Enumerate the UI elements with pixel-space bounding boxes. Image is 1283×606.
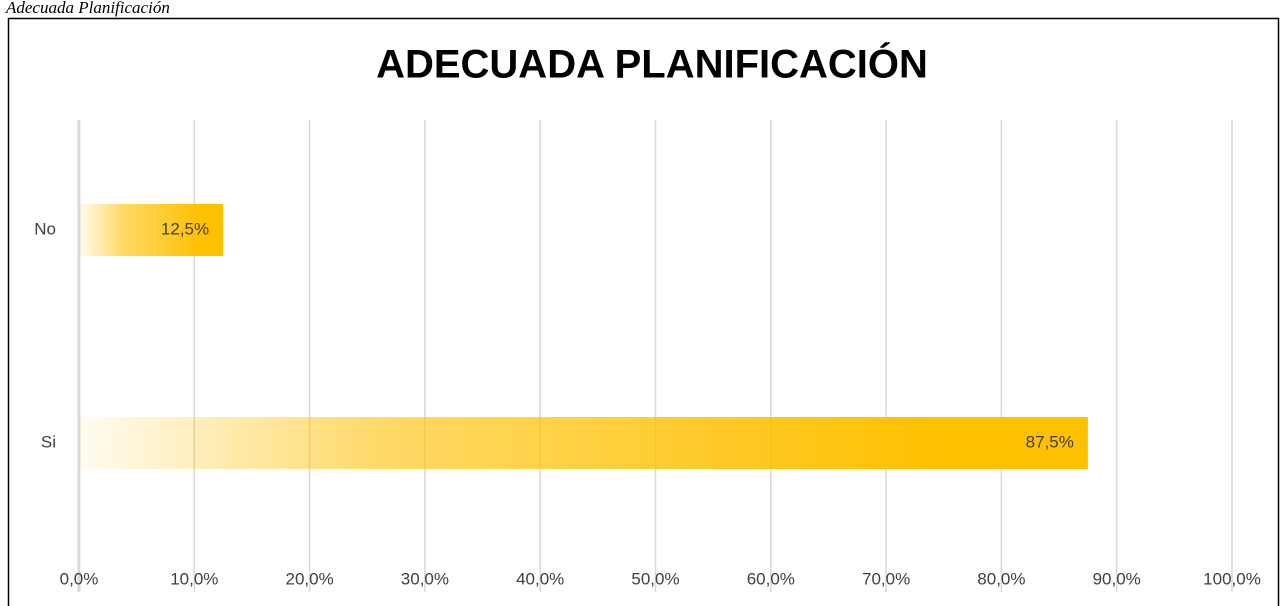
x-tick-label: 10,0% xyxy=(170,569,218,588)
x-tick-label: 70,0% xyxy=(862,569,910,588)
chart-frame xyxy=(7,17,1280,606)
x-tick-label: 40,0% xyxy=(516,569,564,588)
chart-title: ADECUADA PLANIFICACIÓN xyxy=(376,41,928,87)
x-tick-label: 50,0% xyxy=(631,569,679,588)
data-label: 12,5% xyxy=(161,219,209,238)
x-tick-label: 0,0% xyxy=(60,569,99,588)
figure-caption: Adecuada Planificación xyxy=(5,0,170,17)
y-tick-label: No xyxy=(34,219,56,238)
x-tick-label: 60,0% xyxy=(747,569,795,588)
data-label: 87,5% xyxy=(1026,432,1074,451)
x-tick-label: 20,0% xyxy=(285,569,333,588)
bar xyxy=(79,417,1088,469)
bar xyxy=(79,204,224,256)
y-tick-label: Si xyxy=(41,432,56,451)
x-tick-label: 80,0% xyxy=(977,569,1025,588)
x-tick-label: 90,0% xyxy=(1093,569,1141,588)
x-tick-label: 30,0% xyxy=(401,569,449,588)
x-tick-label: 100,0% xyxy=(1203,569,1261,588)
